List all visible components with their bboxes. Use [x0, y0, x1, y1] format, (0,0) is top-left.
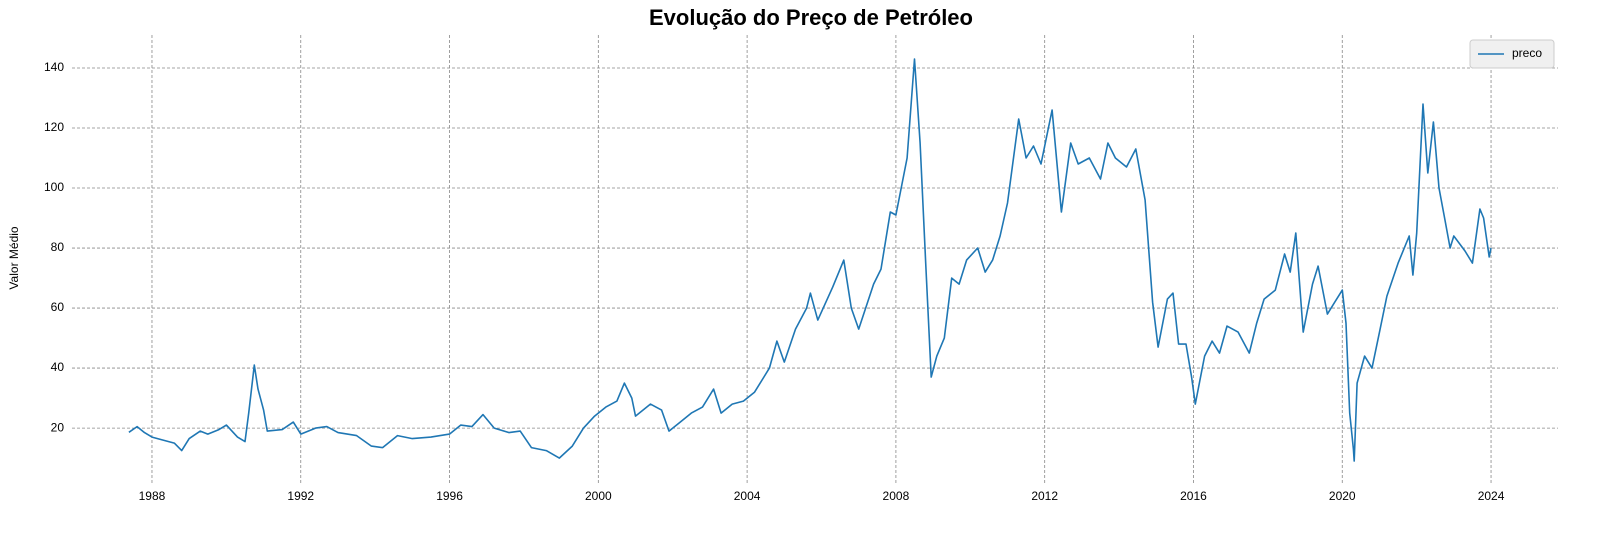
legend-box [1469, 39, 1555, 69]
x-tick-label: 2024 [1478, 489, 1505, 503]
x-tick-label: 2012 [1031, 489, 1058, 503]
x-tick-label: 1988 [139, 489, 166, 503]
y-tick-label: 20 [51, 420, 65, 434]
x-tick-label: 2004 [734, 489, 761, 503]
x-tick-label: 2020 [1329, 489, 1356, 503]
x-tick-label: 1992 [287, 489, 314, 503]
chart-title: Evolução do Preço de Petróleo [649, 5, 973, 30]
y-tick-label: 100 [44, 180, 64, 194]
legend-label: preco [1512, 46, 1542, 60]
y-tick-label: 120 [44, 120, 64, 134]
x-tick-label: 2016 [1180, 489, 1207, 503]
y-tick-label: 140 [44, 60, 64, 74]
y-axis-label: Valor Médio [7, 226, 21, 289]
y-tick-label: 80 [51, 240, 65, 254]
data-line [128, 58, 1492, 462]
y-tick-label: 60 [51, 300, 65, 314]
x-tick-label: 1996 [436, 489, 463, 503]
x-tick-label: 2008 [883, 489, 910, 503]
x-tick-label: 2000 [585, 489, 612, 503]
y-tick-label: 40 [51, 360, 65, 374]
